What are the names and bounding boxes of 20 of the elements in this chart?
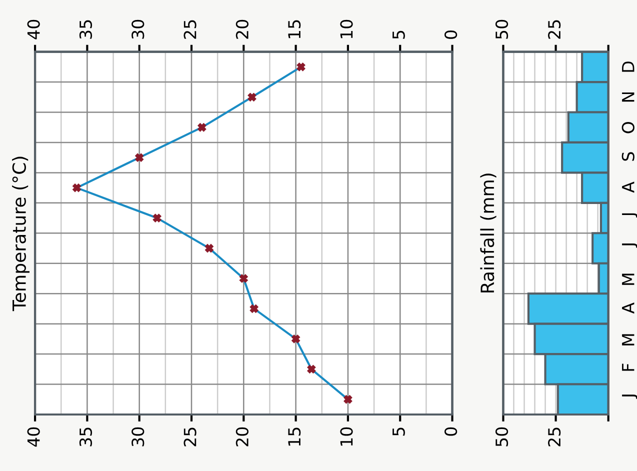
x-tick-label: 25: [184, 428, 196, 446]
y-tick-label: A: [622, 302, 634, 314]
x-tick-label: 5: [392, 428, 405, 436]
x-tick-label: 15: [288, 428, 301, 446]
y-tick-label: D: [622, 62, 634, 72]
x-tick-label: 10: [340, 427, 353, 446]
x-tick-label: 35: [79, 428, 92, 446]
y-tick-label: N: [622, 92, 634, 102]
y-tick-label: S: [622, 152, 634, 161]
y-tick-label: O: [622, 122, 634, 134]
x-tick-label: 0: [444, 427, 458, 436]
y-axis-title: Temperature (°C): [12, 156, 30, 312]
y-tick-label: M: [622, 334, 634, 346]
y-axis-title: Rainfall (mm): [480, 174, 496, 292]
y-tick-label: F: [622, 364, 634, 371]
x-tick-label: 20: [236, 427, 248, 446]
y-tick-label: M: [622, 274, 634, 285]
x-tick-label: 30: [132, 427, 144, 446]
y-tick-label: A: [622, 182, 634, 193]
x-tick-label: 40: [27, 427, 40, 447]
